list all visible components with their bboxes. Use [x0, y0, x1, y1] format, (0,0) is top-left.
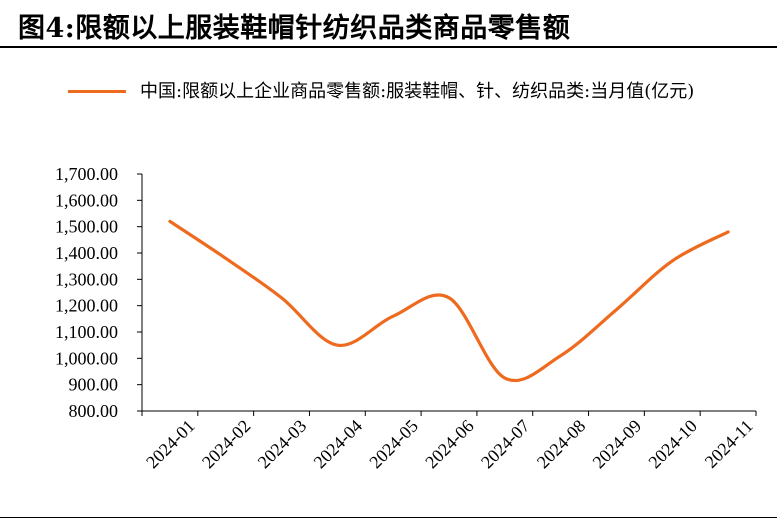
x-tick-label: 2024-07 — [477, 416, 534, 473]
x-tick-label: 2024-05 — [365, 416, 422, 473]
x-tick-label: 2024-06 — [421, 416, 478, 473]
y-tick-label: 1,400.00 — [55, 243, 118, 263]
y-tick-label: 1,600.00 — [55, 190, 118, 210]
x-tick-label: 2024-08 — [533, 416, 590, 473]
legend-label: 中国:限额以上企业商品零售额:服装鞋帽、针、纺织品类:当月值(亿元) — [140, 81, 695, 102]
y-tick-label: 1,000.00 — [55, 348, 118, 368]
y-tick-label: 900.00 — [69, 375, 119, 395]
y-tick-label: 1,200.00 — [55, 296, 118, 316]
bottom-divider — [0, 517, 777, 518]
figure-title: 图4:限额以上服装鞋帽针纺织品类商品零售额 — [18, 13, 571, 44]
x-tick-label: 2024-02 — [198, 416, 255, 473]
x-tick-label: 2024-03 — [254, 416, 311, 473]
x-tick-label: 2024-01 — [142, 416, 199, 473]
y-tick-label: 800.00 — [69, 401, 119, 421]
x-tick-label: 2024-10 — [644, 416, 701, 473]
x-tick-label: 2024-09 — [589, 416, 646, 473]
x-tick-label: 2024-04 — [310, 416, 367, 473]
legend-line-swatch — [68, 90, 126, 93]
title-divider — [0, 46, 777, 48]
y-tick-label: 1,500.00 — [55, 217, 118, 237]
y-tick-label: 1,100.00 — [55, 322, 118, 342]
x-tick-label: 2024-11 — [701, 416, 757, 472]
y-tick-label: 1,700.00 — [55, 164, 118, 184]
series-line-0 — [168, 219, 730, 383]
y-tick-label: 1,300.00 — [55, 269, 118, 289]
